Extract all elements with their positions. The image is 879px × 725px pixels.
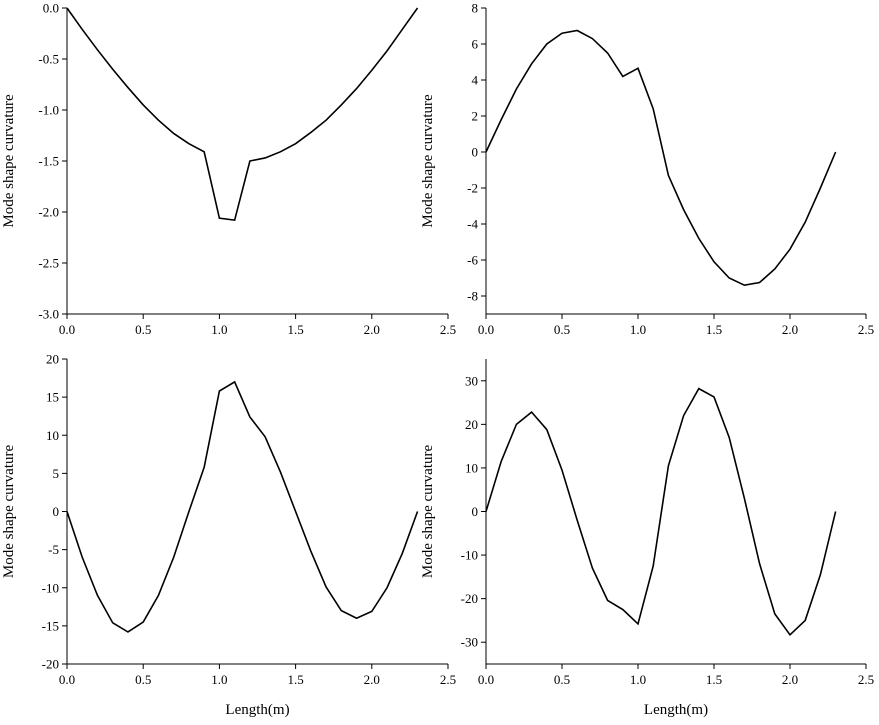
x-tick-label: 1.0	[630, 322, 646, 337]
y-tick-label: 0	[472, 504, 479, 519]
x-tick-label: 0.5	[554, 322, 570, 337]
x-tick-label: 1.0	[630, 672, 646, 687]
x-tick-label: 1.0	[211, 672, 227, 687]
x-tick-label: 0.0	[478, 672, 494, 687]
x-axis-title: Length(m)	[644, 702, 708, 718]
y-tick-label: -8	[467, 289, 478, 304]
x-tick-label: 0.0	[59, 322, 75, 337]
y-tick-label: -0.5	[38, 52, 59, 67]
y-tick-label: -20	[42, 657, 59, 672]
x-tick-label: 2.0	[364, 672, 380, 687]
y-tick-label: 0	[53, 504, 60, 519]
x-tick-label: 0.0	[59, 672, 75, 687]
x-tick-label: 1.5	[287, 672, 303, 687]
x-tick-label: 0.5	[135, 322, 151, 337]
y-tick-label: -1.5	[38, 154, 59, 169]
y-axis-title: Mode shape curvature	[420, 94, 436, 228]
y-axis-title: Mode shape curvature	[1, 94, 17, 228]
y-tick-label: -2	[467, 181, 478, 196]
y-tick-label: -3.0	[38, 307, 59, 322]
series-line-mode-1	[66, 7, 419, 222]
series-line-mode-4	[485, 387, 837, 637]
y-tick-label: -20	[461, 591, 478, 606]
y-tick-label: 10	[46, 428, 59, 443]
y-tick-label: 20	[46, 352, 59, 367]
x-tick-label: 0.0	[478, 322, 494, 337]
y-axis-title: Mode shape curvature	[420, 445, 436, 579]
y-tick-label: -4	[467, 217, 478, 232]
x-axis-title: Length(m)	[225, 702, 289, 718]
y-tick-label: 6	[472, 37, 479, 52]
y-tick-label: -5	[48, 542, 59, 557]
x-tick-label: 0.5	[135, 672, 151, 687]
series-line-mode-2	[485, 29, 837, 287]
x-tick-label: 0.5	[554, 672, 570, 687]
x-tick-label: 1.5	[706, 672, 722, 687]
y-tick-label: 20	[465, 417, 478, 432]
x-tick-label: 2.5	[858, 322, 874, 337]
chart-panel-mode-3: 0.0 0.5 1.0 1.5 2.0 2.5 20 15 10 5 0 -5 -10 -15 -20 Mod…	[1, 352, 456, 719]
x-tick-label: 2.0	[364, 322, 380, 337]
y-tick-label: 4	[472, 73, 479, 88]
y-tick-label: 0	[472, 145, 479, 160]
y-tick-label: -6	[467, 253, 478, 268]
y-tick-label: -2.5	[38, 256, 59, 271]
y-tick-label: -10	[461, 548, 478, 563]
x-tick-label: 1.0	[211, 322, 227, 337]
y-tick-label: -30	[461, 635, 478, 650]
x-tick-label: 2.5	[858, 672, 874, 687]
y-tick-label: -1.0	[38, 103, 59, 118]
y-tick-label: 8	[472, 1, 479, 16]
y-tick-label: 10	[465, 460, 478, 475]
y-axis-title: Mode shape curvature	[1, 445, 17, 579]
chart-panel-mode-2: 0.0 0.5 1.0 1.5 2.0 2.5 8 6 4 2 0 -2 -4 -6 -8 Mode shap…	[420, 1, 874, 338]
x-tick-label: 2.0	[782, 672, 798, 687]
series-line-mode-3	[66, 380, 419, 633]
chart-panel-mode-4: 0.0 0.5 1.0 1.5 2.0 2.5 30 20 10 0 -10 -20 -30 Mode s…	[420, 359, 874, 718]
y-tick-label: -10	[42, 580, 59, 595]
x-tick-label: 1.5	[706, 322, 722, 337]
y-tick-label: -15	[42, 618, 59, 633]
y-tick-label: 5	[53, 466, 60, 481]
y-tick-label: 30	[465, 373, 478, 388]
x-tick-label: 2.5	[440, 322, 456, 337]
y-tick-label: 15	[46, 390, 59, 405]
y-tick-label: -2.0	[38, 205, 59, 220]
x-tick-label: 2.0	[782, 322, 798, 337]
y-tick-label: 0.0	[43, 1, 59, 16]
x-tick-label: 2.5	[440, 672, 456, 687]
x-tick-label: 1.5	[287, 322, 303, 337]
chart-panel-mode-1: 0.0 0.5 1.0 1.5 2.0 2.5 0.0 -0.5 -1.0 -1.5 -2.0 -2.…	[1, 1, 456, 338]
y-tick-label: 2	[472, 109, 479, 124]
